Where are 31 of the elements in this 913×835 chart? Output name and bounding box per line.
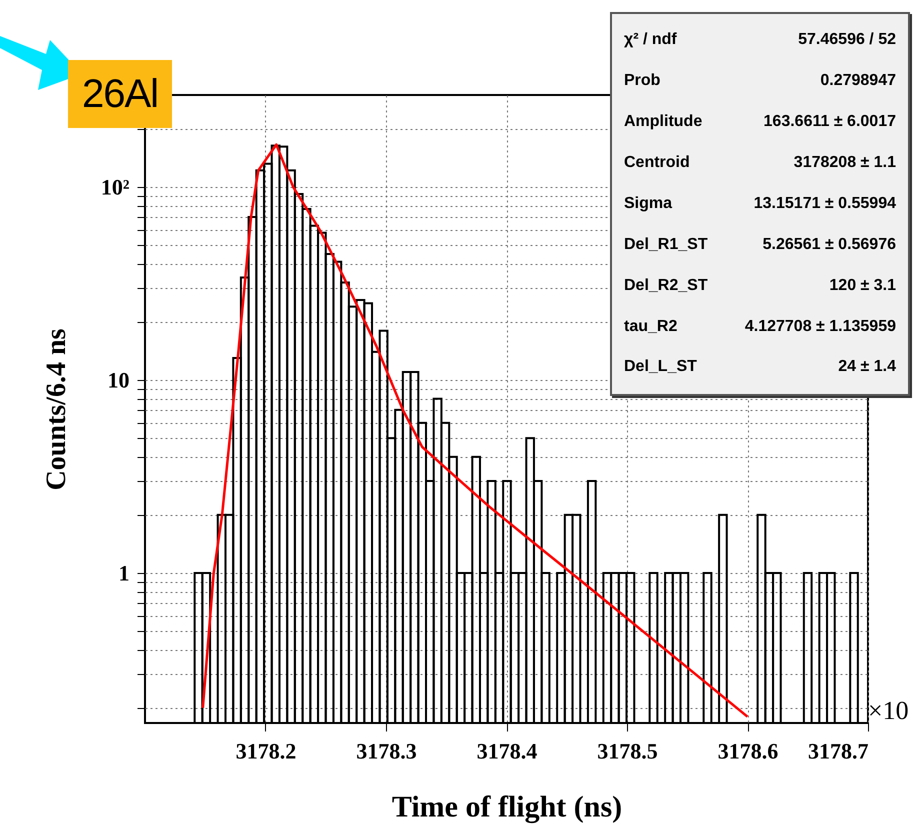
annotation: tau_R2 (624, 318, 678, 336)
annotation: 26Al (68, 60, 172, 128)
x-tick-label: 3178.2 (236, 738, 296, 764)
annotation: 24 ± 1.4 (838, 358, 896, 376)
y-tick-label: 10² (100, 174, 130, 200)
annotation: 3178208 ± 1.1 (794, 154, 896, 172)
y-axis-title: Counts/6.4 ns (40, 328, 72, 490)
text: χ² / ndf (624, 31, 677, 48)
annotation: Del_R1_ST (624, 236, 708, 254)
annotation: 120 ± 3.1 (829, 276, 896, 295)
annotation: Del_L_ST (624, 358, 697, 376)
annotation: Amplitude (624, 113, 702, 132)
annotation: Del_R2_ST (624, 276, 708, 295)
annotation: 163.6611 ± 6.0017 (764, 113, 896, 132)
annotation: 5.26561 ± 0.56976 (762, 236, 896, 254)
x-tick-label: 3178.7 (808, 738, 868, 764)
annotation: Sigma (624, 194, 672, 213)
annotation: ×10 (868, 696, 909, 726)
annotation: Centroid (624, 154, 690, 172)
x-tick-label: 3178.4 (476, 738, 538, 764)
text: Prob (624, 72, 660, 90)
x-tick-label: 3178.6 (718, 738, 778, 764)
x-tick-label: 3178.5 (597, 738, 658, 764)
annotation: 4.127708 ± 1.135959 (744, 318, 896, 336)
y-tick-label: 10 (108, 368, 130, 393)
y-tick-label: 1 (118, 560, 130, 586)
annotation: 13.15171 ± 0.55994 (754, 194, 896, 213)
x-tick-label: 3178.3 (356, 738, 417, 764)
x-axis-title: Time of flight (ns) (392, 790, 622, 824)
text: 0.2798947 (820, 72, 896, 90)
text: 57.46596 / 52 (798, 31, 896, 48)
